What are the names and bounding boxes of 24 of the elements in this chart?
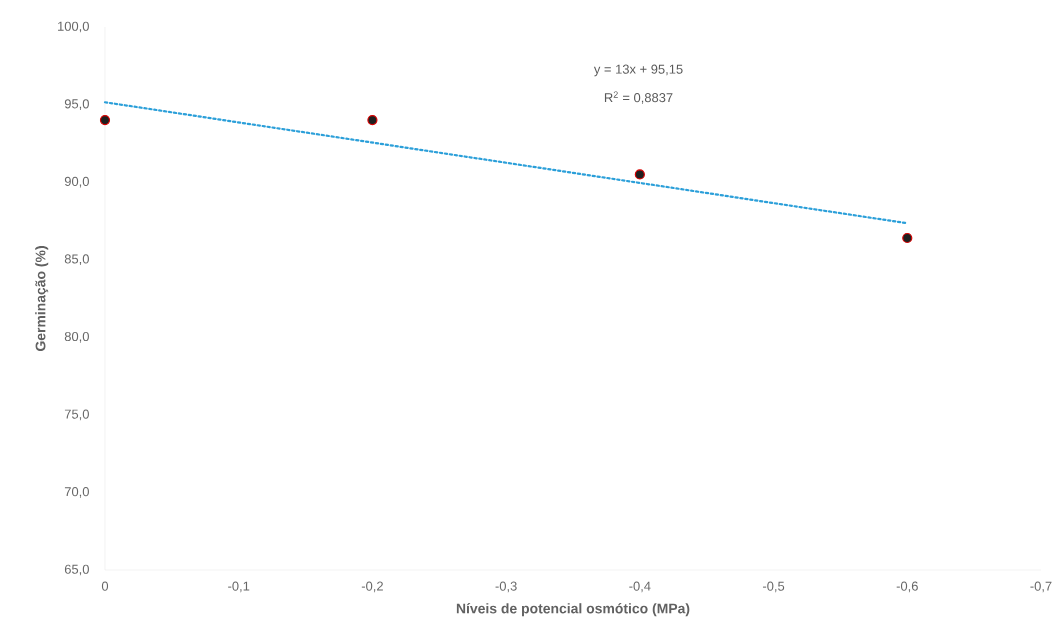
annotation: R$^{2}$ = 0,8837 (604, 91, 673, 104)
y-tick-label: 95,0 (64, 99, 89, 110)
y-tick-label: 85,0 (64, 254, 89, 266)
y-tick-label: 65,0 (64, 564, 89, 576)
point (634, 169, 645, 180)
y-tick-label: 80,0 (64, 331, 89, 343)
point (367, 114, 378, 126)
y-tick-label: 100,0 (58, 21, 89, 33)
x-tick-label: -0,5 (762, 581, 785, 593)
x-tick-label: -0,2 (361, 581, 383, 593)
x-tick-label: -0,4 (629, 581, 651, 593)
x-tick-label: -0,7 (1030, 581, 1052, 593)
y-tick-label: 90,0 (64, 176, 89, 188)
y-tick-label: 75,0 (64, 409, 89, 421)
point (99, 114, 111, 126)
x-tick-label: 0 (101, 581, 109, 591)
y-axis-title: Germinação (%) (35, 246, 49, 352)
x-tick-label: -0,1 (228, 581, 250, 593)
annotation: y = 13x + 95,15 (593, 64, 683, 77)
x-tick-label: -0,3 (495, 581, 517, 593)
y-tick-label: 70,0 (64, 487, 89, 498)
point (902, 232, 913, 244)
x-tick-label: -0,6 (896, 581, 918, 593)
x-axis-title: Níveis de potencial osmótico (MPa) (456, 603, 690, 617)
